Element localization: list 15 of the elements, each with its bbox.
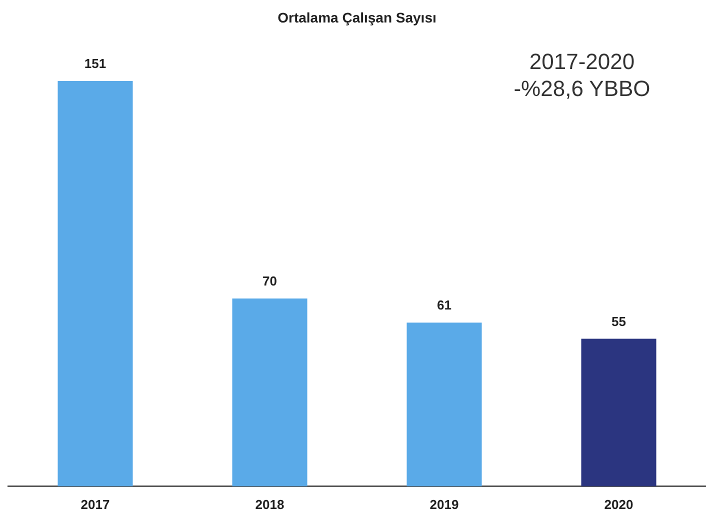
data-label: 61 [437, 298, 452, 313]
x-tick-label: 2020 [604, 496, 634, 512]
annotation: -%28,6 YBBO [514, 76, 650, 102]
data-label: 151 [84, 56, 106, 72]
bar [581, 338, 656, 486]
x-tick-label: 2017 [80, 496, 110, 512]
chart-title: Ortalama Çalışan Sayısı [278, 9, 436, 26]
data-label: 70 [262, 274, 277, 289]
bar [406, 322, 482, 486]
data-label: 55 [612, 314, 626, 329]
bar [232, 298, 308, 486]
text: 2017-2020 [529, 49, 635, 74]
x-tick-label: 2019 [430, 496, 459, 512]
x-tick-label: 2018 [255, 496, 284, 512]
bar [58, 80, 133, 486]
